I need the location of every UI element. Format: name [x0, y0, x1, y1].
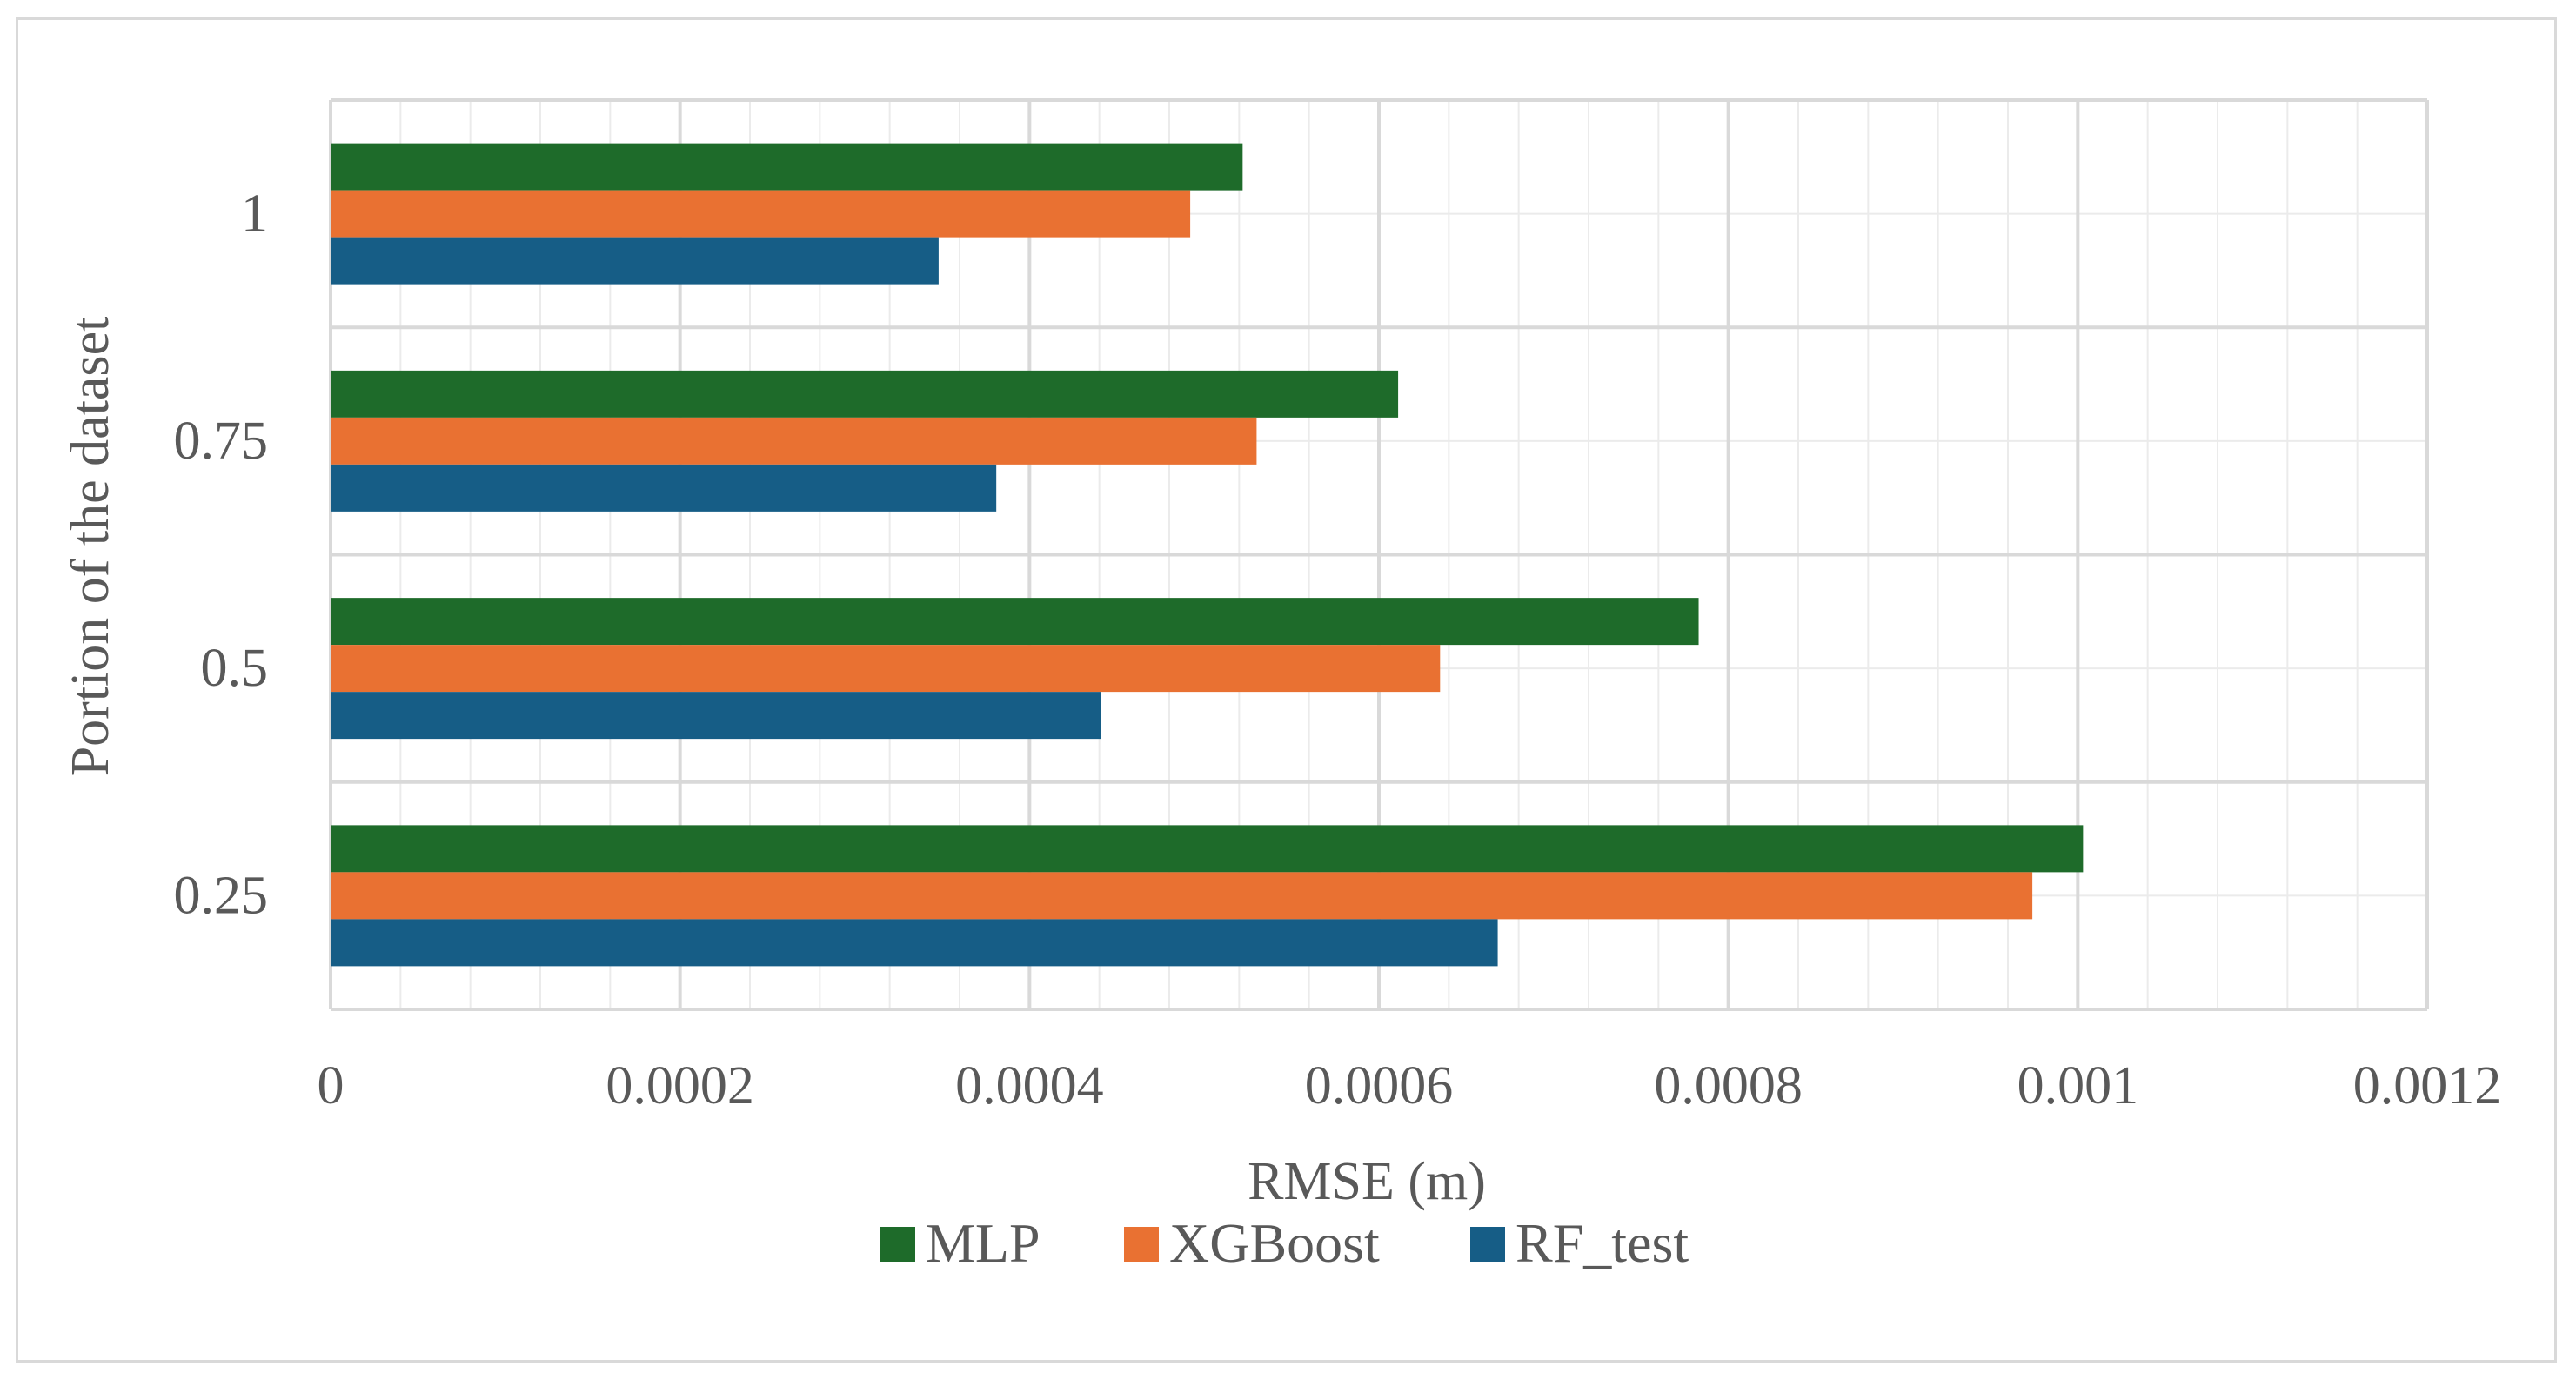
x-axis-title: RMSE (m): [1248, 1152, 1486, 1211]
legend-swatch-rf-test: [1470, 1227, 1505, 1262]
x-tick-label: 0.0012: [2353, 1056, 2502, 1115]
y-tick-label: 0.5: [201, 639, 269, 698]
legend-label-mlp: MLP: [926, 1212, 1040, 1274]
x-tick-labels: 0 0.0002 0.0004 0.0006 0.0008 0.001 0.0012: [318, 1056, 2502, 1115]
bar-rf-test-1: [331, 237, 939, 285]
legend-label-xgboost: XGBoost: [1169, 1212, 1380, 1274]
y-axis-title: Portion of the dataset: [61, 317, 120, 777]
y-tick-label: 0.25: [174, 866, 269, 925]
x-tick-label: 0.0008: [1654, 1056, 1803, 1115]
x-tick-label: 0.001: [2017, 1056, 2139, 1115]
y-tick-labels: 1 0.75 0.5 0.25: [174, 184, 269, 926]
x-tick-label: 0.0006: [1305, 1056, 1454, 1115]
x-tick-label: 0.0004: [955, 1056, 1104, 1115]
x-tick-label: 0.0002: [606, 1056, 754, 1115]
bar-mlp-0-75: [331, 370, 1399, 418]
y-tick-label: 1: [241, 184, 268, 244]
bar-mlp-1: [331, 143, 1243, 191]
bar-rf-test-0-25: [331, 919, 1498, 967]
legend: MLP XGBoost RF_test: [880, 1212, 1689, 1274]
legend-swatch-mlp: [880, 1227, 915, 1262]
bar-xgboost-0-5: [331, 645, 1441, 693]
x-tick-label: 0: [318, 1056, 345, 1115]
bar-xgboost-0-25: [331, 872, 2033, 920]
bar-rf-test-0-5: [331, 692, 1101, 740]
bar-mlp-0-25: [331, 825, 2084, 873]
y-tick-label: 0.75: [174, 412, 269, 471]
legend-label-rf-test: RF_test: [1515, 1212, 1689, 1274]
bar-xgboost-0-75: [331, 417, 1257, 465]
bar-mlp-0-5: [331, 598, 1699, 646]
legend-swatch-xgboost: [1124, 1227, 1159, 1262]
bar-xgboost-1: [331, 190, 1191, 238]
bar-rf-test-0-75: [331, 464, 997, 512]
bars-layer: [331, 143, 2084, 967]
